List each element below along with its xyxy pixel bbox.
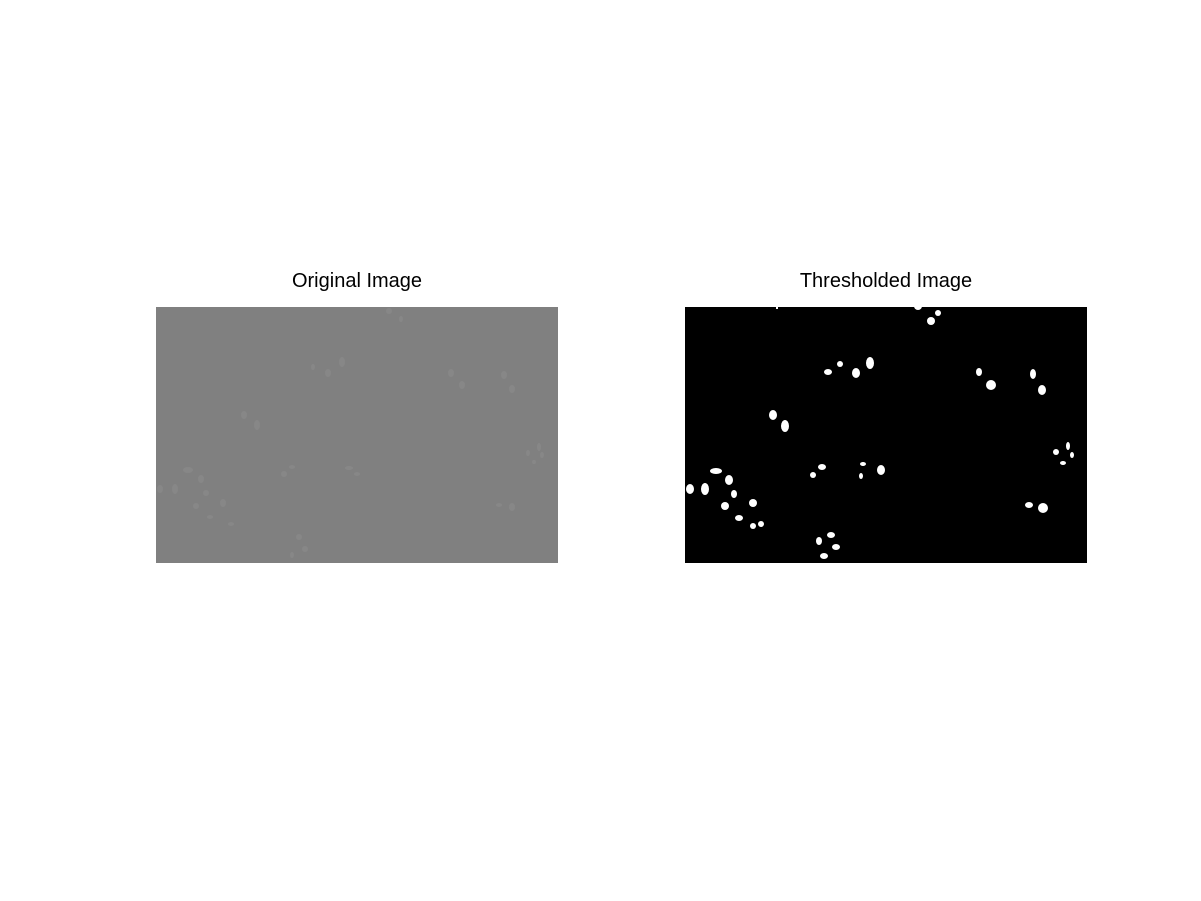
thresholded-image-panel <box>685 307 1087 563</box>
thresholded-image-background <box>685 307 1087 563</box>
thresholded-image <box>685 307 1087 563</box>
original-image-background <box>156 307 558 563</box>
thresholded-image-title: Thresholded Image <box>799 270 973 292</box>
original-image-panel <box>156 307 558 563</box>
original-image-title: Original Image <box>291 270 423 292</box>
thresholded-image-cells <box>686 307 1074 559</box>
original-image <box>156 307 558 563</box>
original-image-faint-cells <box>157 308 544 558</box>
